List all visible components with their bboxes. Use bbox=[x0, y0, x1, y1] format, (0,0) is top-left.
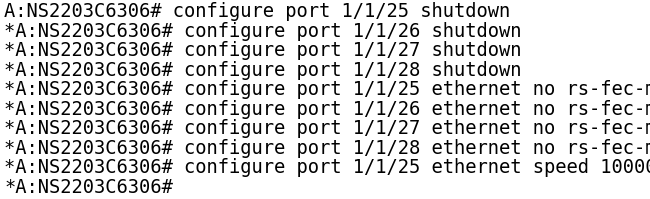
Text: *A:NS2203C6306# configure port 1/1/27 ethernet no rs-fec-mode: *A:NS2203C6306# configure port 1/1/27 et… bbox=[4, 119, 650, 138]
Text: *A:NS2203C6306# configure port 1/1/25 ethernet no rs-fec-mode: *A:NS2203C6306# configure port 1/1/25 et… bbox=[4, 80, 650, 99]
Text: *A:NS2203C6306# configure port 1/1/26 ethernet no rs-fec-mode: *A:NS2203C6306# configure port 1/1/26 et… bbox=[4, 100, 650, 119]
Text: *A:NS2203C6306# configure port 1/1/25 ethernet speed 10000: *A:NS2203C6306# configure port 1/1/25 et… bbox=[4, 158, 650, 177]
Text: *A:NS2203C6306# configure port 1/1/27 shutdown: *A:NS2203C6306# configure port 1/1/27 sh… bbox=[4, 41, 521, 60]
Text: *A:NS2203C6306#: *A:NS2203C6306# bbox=[4, 178, 173, 197]
Text: *A:NS2203C6306# configure port 1/1/28 ethernet no rs-fec-mode: *A:NS2203C6306# configure port 1/1/28 et… bbox=[4, 139, 650, 158]
Text: *A:NS2203C6306# configure port 1/1/26 shutdown: *A:NS2203C6306# configure port 1/1/26 sh… bbox=[4, 22, 521, 41]
Text: A:NS2203C6306# configure port 1/1/25 shutdown: A:NS2203C6306# configure port 1/1/25 shu… bbox=[4, 2, 510, 21]
Text: *A:NS2203C6306# configure port 1/1/28 shutdown: *A:NS2203C6306# configure port 1/1/28 sh… bbox=[4, 61, 521, 80]
